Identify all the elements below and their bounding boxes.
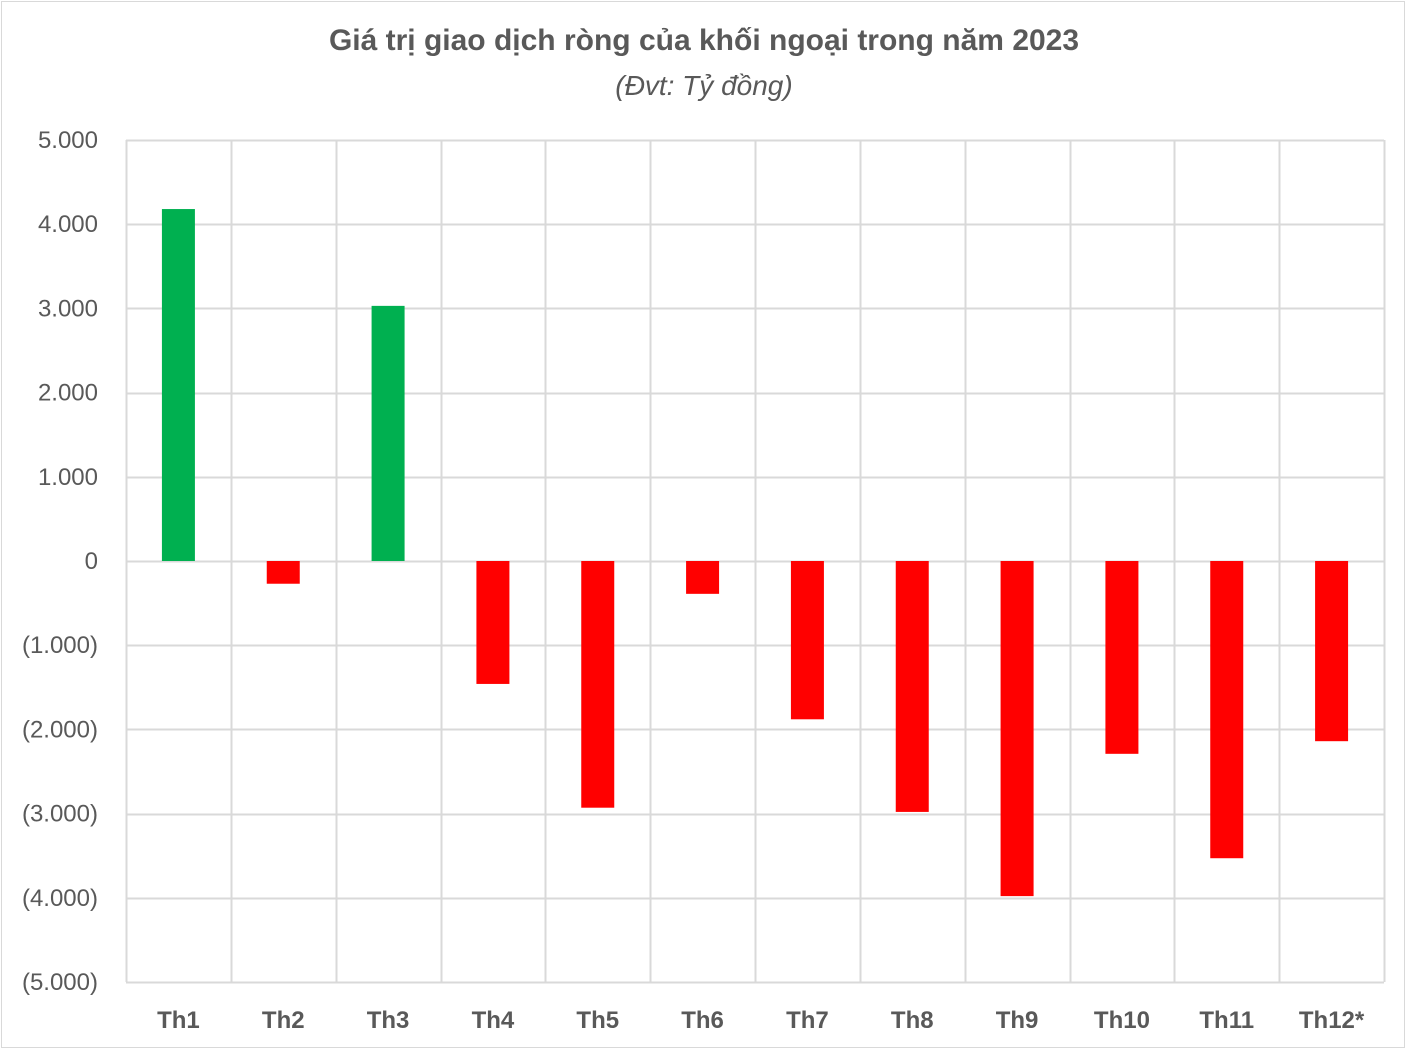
- bar-th7: [790, 561, 824, 720]
- y-tick-label: 5.000: [38, 127, 98, 154]
- y-tick-label: (4.000): [22, 885, 98, 912]
- y-tick-label: (5.000): [22, 969, 98, 996]
- bar-th2: [266, 561, 300, 584]
- y-axis-ticks: 5.000 4.000 3.000 2.000 1.000 0 (1.000) (2.000)…: [22, 127, 98, 996]
- bar-th4: [476, 561, 510, 684]
- y-tick-label: 3.000: [38, 295, 98, 322]
- y-tick-label: 2.000: [38, 380, 98, 407]
- bars: [161, 209, 1349, 897]
- y-tick-label: 1.000: [38, 464, 98, 491]
- bar-th12: [1315, 561, 1349, 742]
- x-tick-label: Th1: [157, 1007, 200, 1034]
- y-tick-label: (1.000): [22, 632, 98, 659]
- bar-th6: [686, 561, 720, 594]
- gridlines: [125, 139, 1386, 984]
- y-tick-label: 4.000: [38, 211, 98, 238]
- bar-th8: [895, 561, 929, 812]
- x-tick-label: Th10: [1094, 1007, 1150, 1034]
- x-tick-label: Th12*: [1299, 1007, 1365, 1034]
- bar-th9: [1000, 561, 1034, 897]
- x-axis-ticks: Th1 Th2 Th3 Th4 Th5 Th6 Th7 Th8 Th9 Th10 Th11 Th12*: [157, 1007, 1365, 1034]
- bar-th5: [581, 561, 615, 808]
- x-tick-label: Th4: [472, 1007, 515, 1034]
- x-tick-label: Th5: [576, 1007, 619, 1034]
- x-tick-label: Th11: [1199, 1007, 1254, 1034]
- y-tick-label: 0: [85, 548, 98, 575]
- y-tick-label: (3.000): [22, 801, 98, 828]
- x-tick-label: Th8: [891, 1007, 934, 1034]
- bar-th3: [371, 305, 405, 561]
- x-tick-label: Th2: [262, 1007, 305, 1034]
- chart-title: Giá trị giao dịch ròng của khối ngoại tr…: [328, 24, 1080, 57]
- chart-subtitle: (Đvt: Tỷ đồng): [615, 70, 793, 101]
- y-tick-label: (2.000): [22, 716, 98, 743]
- x-tick-label: Th9: [996, 1007, 1039, 1034]
- bar-th11: [1210, 561, 1244, 859]
- bar-th1: [161, 209, 195, 561]
- x-tick-label: Th6: [681, 1007, 724, 1034]
- x-tick-label: Th3: [367, 1007, 410, 1034]
- x-tick-label: Th7: [786, 1007, 829, 1034]
- bar-th10: [1105, 561, 1139, 754]
